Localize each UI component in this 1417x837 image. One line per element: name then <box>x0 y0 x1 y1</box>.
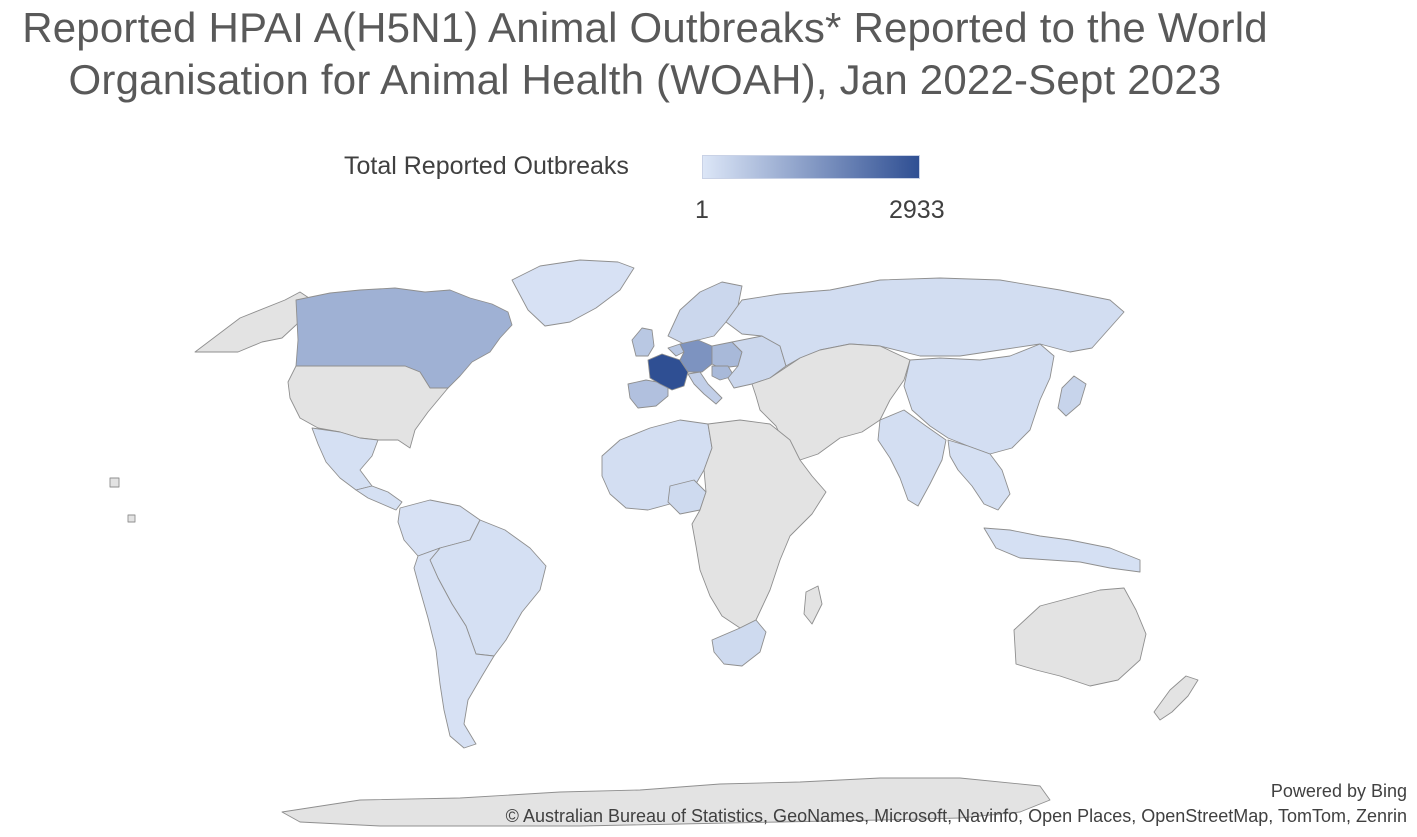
italy <box>687 371 723 405</box>
map-credits: © Australian Bureau of Statistics, GeoNa… <box>505 806 1407 826</box>
japan <box>1057 375 1087 417</box>
legend-max-label: 2933 <box>889 196 945 224</box>
antarctica <box>281 777 1051 827</box>
central-america <box>355 485 403 511</box>
island-hawaii-1 <box>109 477 120 488</box>
title-line-2: Organisation for Animal Health (WOAH), J… <box>68 56 1222 103</box>
germany <box>679 339 713 373</box>
legend-min-label: 1 <box>695 196 709 224</box>
southeast-asia <box>947 439 1011 511</box>
mexico <box>311 427 379 491</box>
south-africa <box>711 619 767 667</box>
spain <box>627 379 669 409</box>
world-map <box>109 259 1199 827</box>
russia <box>725 277 1125 367</box>
india <box>877 409 947 507</box>
australia <box>1013 587 1147 687</box>
title-line-1: Reported HPAI A(H5N1) Animal Outbreaks* … <box>22 4 1268 51</box>
legend-gradient-bar <box>702 155 920 179</box>
legend-label: Total Reported Outbreaks <box>344 152 629 180</box>
china <box>903 343 1055 455</box>
france <box>647 353 689 391</box>
alaska <box>194 291 313 353</box>
indonesia <box>983 527 1141 573</box>
madagascar <box>803 585 823 625</box>
island-hawaii-2 <box>127 514 136 523</box>
chart-title: Reported HPAI A(H5N1) Animal Outbreaks* … <box>0 2 1290 106</box>
scandinavia <box>667 281 743 345</box>
hungary <box>711 365 735 381</box>
usa <box>287 365 449 449</box>
greenland <box>511 259 635 327</box>
uk <box>631 327 655 357</box>
powered-by-label: Powered by Bing <box>1270 781 1407 801</box>
south-america-south <box>413 547 495 749</box>
new-zealand <box>1153 675 1199 721</box>
